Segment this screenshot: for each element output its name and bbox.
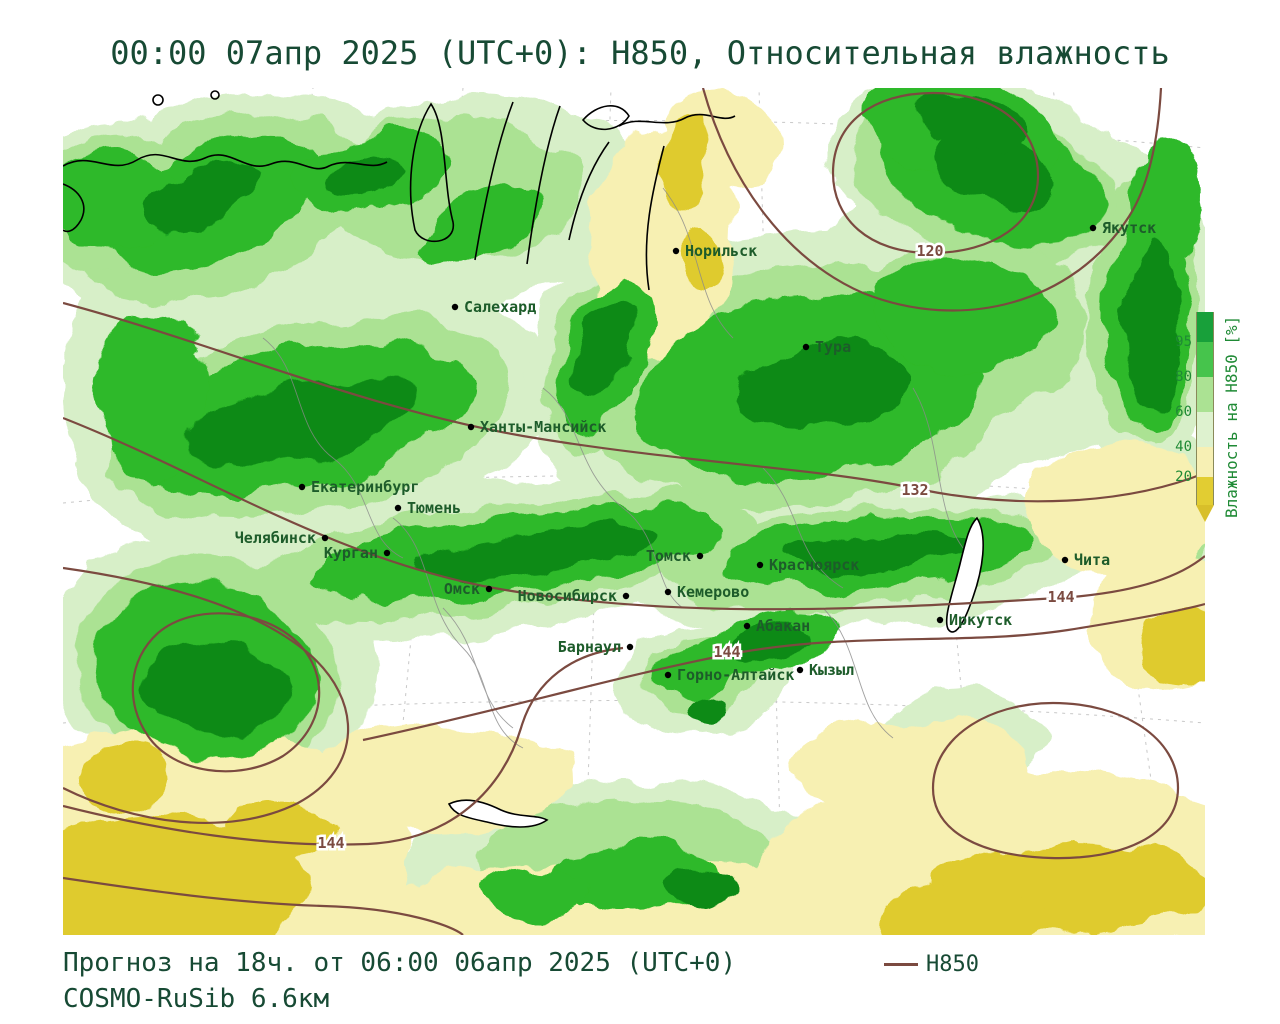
colorbar-segment [1196,477,1214,505]
colorbar-tick-label: 40 [1175,439,1192,455]
cities-layer: Норильск Салехард Тура Якутск Ханты-Мансийск… [235,219,1156,684]
city-marker [802,343,810,351]
humidity-shading-yellow-layer [8,115,1228,963]
city-marker [321,534,329,542]
city-label: Тура [815,338,851,356]
humidity-colorbar: 95 80 60 40 20 Влажность на H850 [%] [1160,312,1241,542]
city-label: Абакан [756,617,810,635]
city-label: Челябинск [235,529,316,547]
city-marker [796,666,804,674]
contour-labels-layer: 120 132 144 144 144 [315,240,1077,855]
humidity-map: 120 132 144 144 144 Норильск Салехард Тура Якут… [0,73,1273,978]
colorbar-segments [1196,312,1214,505]
colorbar-segment [1196,377,1214,412]
h850-line-icon [884,963,918,966]
city-marker [467,423,475,431]
city-label: Салехард [464,298,536,316]
city-marker [664,671,672,679]
city-marker [1061,556,1069,564]
city-label: Томск [646,547,691,565]
city-marker [626,643,634,651]
map-area: 120 132 144 144 144 Норильск Салехард Тура Якут… [0,73,1273,978]
city-marker [622,592,630,600]
city-label: Горно-Алтайск [677,666,794,684]
colorbar-tick-label: 60 [1175,404,1192,420]
city-marker [485,585,493,593]
city-label: Кызыл [809,661,854,679]
city-label: Иркутск [949,611,1012,629]
city-label: Новосибирск [518,587,617,605]
city-marker [383,549,391,557]
city-label: Красноярск [769,556,859,574]
colorbar-tick-label: 95 [1175,334,1192,350]
colorbar-tick-labels: 95 80 60 40 20 [1160,312,1196,507]
contour-label: 144 [713,643,740,661]
colorbar-tick-label: 20 [1175,469,1192,485]
contour-label: 144 [1047,588,1074,606]
city-marker [394,504,402,512]
city-label: Ханты-Мансийск [480,418,606,436]
city-marker [1089,224,1097,232]
colorbar-axis-label: Влажность на H850 [%] [1222,315,1241,519]
city-marker [451,303,459,311]
model-info-text: COSMO-RuSib 6.6км [63,984,330,1014]
city-label: Курган [324,544,378,562]
contour-label: 120 [916,242,943,260]
region-borders-layer [262,187,964,749]
colorbar-segment [1196,342,1214,377]
city-label: Омск [444,580,480,598]
city-marker [743,622,751,630]
city-label: Тюмень [407,499,461,517]
forecast-info-text: Прогноз на 18ч. от 06:00 06апр 2025 (UTC… [63,948,737,978]
city-marker [756,561,764,569]
colorbar-tick-label: 80 [1175,369,1192,385]
city-marker [664,588,672,596]
colorbar-arrow-icon [1196,505,1214,522]
city-label: Норильск [685,242,757,260]
page-title: 00:00 07апр 2025 (UTC+0): H850, Относите… [110,34,1170,72]
colorbar-segment [1196,412,1214,447]
colorbar-segment [1196,447,1214,477]
city-label: Кемерово [677,583,749,601]
h850-legend-label: H850 [926,952,979,977]
contour-label: 144 [317,834,344,852]
contour-label: 132 [901,481,928,499]
h850-contours-layer [62,87,1206,936]
colorbar-segment [1196,312,1214,342]
city-marker [672,247,680,255]
city-marker [696,552,704,560]
city-label: Чита [1074,551,1110,569]
city-label: Якутск [1102,219,1156,237]
city-marker [936,616,944,624]
humidity-shading-dark-green-layer [141,94,1179,906]
contour-legend: H850 [884,952,979,977]
city-marker [298,483,306,491]
colorbar-bar [1196,312,1214,522]
city-label: Екатеринбург [311,478,419,496]
city-label: Барнаул [558,638,621,656]
